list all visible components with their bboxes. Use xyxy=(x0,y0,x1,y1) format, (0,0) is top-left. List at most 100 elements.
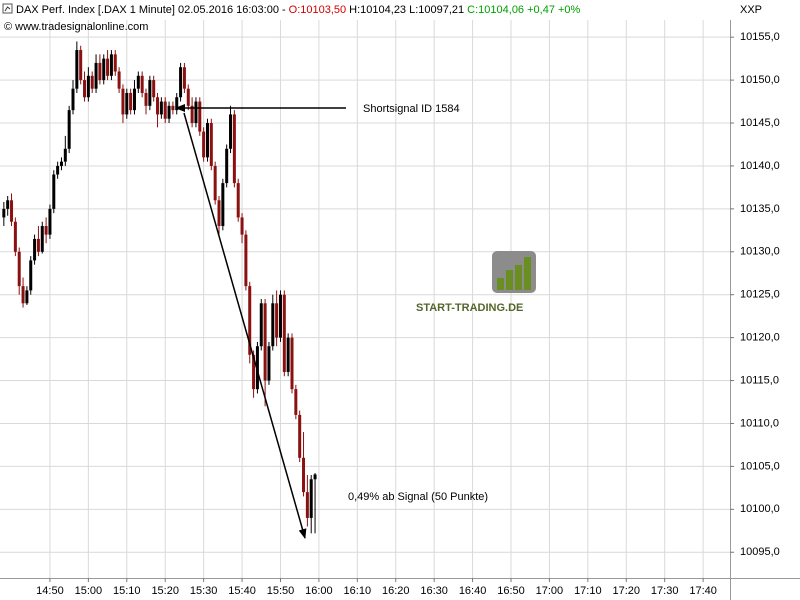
x-tick-label: 17:00 xyxy=(536,585,564,597)
candle-body xyxy=(190,105,194,124)
candle-body xyxy=(286,337,290,372)
candle-body xyxy=(152,80,156,98)
axis-label: XXP xyxy=(740,4,762,16)
candle-body xyxy=(275,303,279,338)
x-tick-label: 17:20 xyxy=(612,585,640,597)
y-tick-label: 10145,0 xyxy=(740,117,780,129)
candle-body xyxy=(278,294,282,338)
candle-body xyxy=(298,414,302,458)
x-tick-label: 17:30 xyxy=(651,585,679,597)
logo-bar xyxy=(497,278,504,290)
candle-body xyxy=(109,54,113,76)
chart-title: DAX Perf. Index [.DAX 1 Minute] 02.05.20… xyxy=(16,4,581,16)
y-tick-label: 10105,0 xyxy=(740,460,780,472)
x-tick-label: 15:00 xyxy=(75,585,103,597)
candle-body xyxy=(240,217,244,235)
y-tick-label: 10115,0 xyxy=(740,374,779,386)
candle-body xyxy=(44,226,48,235)
candle-body xyxy=(48,208,52,235)
candle-body xyxy=(75,50,79,89)
candle-body xyxy=(259,303,263,347)
candle-body xyxy=(194,101,198,124)
x-tick-label: 16:50 xyxy=(497,585,525,597)
candle-body xyxy=(59,161,63,166)
candle-body xyxy=(198,101,202,132)
title-segment: O:10103,50 xyxy=(289,4,347,16)
candle-body xyxy=(232,114,236,184)
candle-body xyxy=(271,303,275,347)
candle-body xyxy=(13,221,17,252)
y-tick-label: 10120,0 xyxy=(740,332,780,344)
candle-body xyxy=(90,75,94,89)
x-tick-label: 16:20 xyxy=(382,585,410,597)
candle-body xyxy=(255,346,259,390)
candle-body xyxy=(263,303,267,381)
logo: START-TRADING.DE xyxy=(416,251,536,314)
candle-body xyxy=(175,97,179,111)
candle-body xyxy=(159,101,163,115)
y-tick-label: 10125,0 xyxy=(740,289,780,301)
candle-body xyxy=(2,208,6,218)
annotation: 0,49% ab Signal (50 Punkte) xyxy=(348,491,488,503)
candle-body xyxy=(309,479,313,518)
candle-body xyxy=(17,251,21,287)
candle-body xyxy=(36,238,40,252)
y-tick-label: 10140,0 xyxy=(740,160,780,172)
candle-body xyxy=(121,88,125,115)
candle-body xyxy=(129,92,133,111)
candle-body xyxy=(209,123,213,166)
candle-body xyxy=(221,183,225,227)
header-icon-glyph xyxy=(4,6,11,12)
candle-body xyxy=(71,88,75,111)
x-tick-label: 16:30 xyxy=(420,585,448,597)
x-tick-label: 14:50 xyxy=(36,585,64,597)
logo-bar xyxy=(506,270,513,290)
candle-body xyxy=(144,92,148,106)
candle-body xyxy=(52,174,56,209)
y-tick-label: 10095,0 xyxy=(740,546,780,558)
candle-body xyxy=(244,234,248,287)
y-tick-label: 10150,0 xyxy=(740,74,780,86)
candle-body xyxy=(136,75,140,89)
source-credit: © www.tradesignalonline.com xyxy=(4,21,148,33)
candle-body xyxy=(294,389,298,415)
candle-body xyxy=(179,67,183,98)
candle-body xyxy=(182,67,186,89)
candle-body xyxy=(102,58,106,81)
candle-body xyxy=(117,71,121,89)
candle-body xyxy=(132,88,136,111)
candle-body xyxy=(21,286,25,304)
candle-body xyxy=(205,123,209,158)
grid xyxy=(0,20,730,578)
candle-body xyxy=(236,183,240,218)
candle-body xyxy=(25,290,29,304)
candle-body xyxy=(56,165,60,175)
candle-body xyxy=(229,114,233,149)
candle-body xyxy=(86,75,90,98)
logo-bar xyxy=(515,265,522,290)
candle-body xyxy=(113,54,117,72)
candle-body xyxy=(98,62,102,81)
x-tick-label: 15:50 xyxy=(267,585,295,597)
title-segment: H:10104,23 L:10097,21 xyxy=(349,4,464,16)
header-icon xyxy=(2,3,13,14)
title-segment: DAX Perf. Index [.DAX 1 Minute] 02.05.20… xyxy=(16,4,286,16)
candle-body xyxy=(248,286,252,355)
candle-body xyxy=(10,200,14,222)
candle-body xyxy=(6,200,10,209)
candle-body xyxy=(106,58,110,76)
annotation: Shortsignal ID 1584 xyxy=(363,103,460,115)
candle-body xyxy=(313,474,317,480)
x-tick-label: 17:40 xyxy=(689,585,717,597)
x-tick-label: 16:00 xyxy=(305,585,333,597)
candle-body xyxy=(140,75,144,93)
candle-body xyxy=(29,260,33,291)
candle-body xyxy=(94,62,98,89)
x-tick-label: 15:20 xyxy=(151,585,179,597)
candle-body xyxy=(79,50,83,81)
x-tick-label: 17:10 xyxy=(574,585,602,597)
x-tick-label: 15:40 xyxy=(228,585,256,597)
candle-body xyxy=(33,238,37,261)
